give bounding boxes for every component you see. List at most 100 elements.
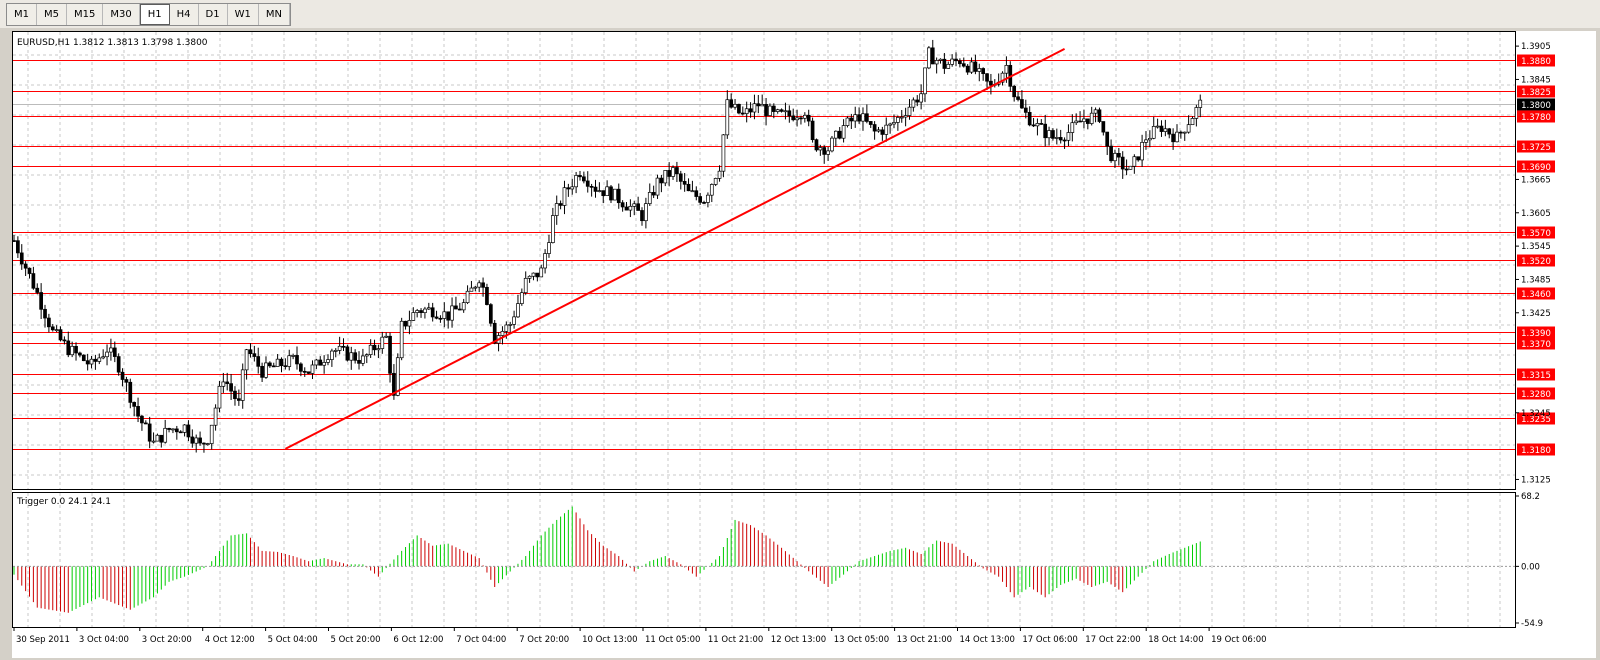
timeframe-mn-button[interactable]: MN xyxy=(259,4,290,25)
candle xyxy=(861,113,865,122)
candle xyxy=(985,73,989,82)
candle xyxy=(236,398,241,401)
candlestick-chart[interactable]: 1.3880 1.3825 1.3780 1.3725 1.3690 1.3570 1.35… xyxy=(12,31,1596,658)
candle xyxy=(159,434,164,443)
candle xyxy=(248,349,253,355)
candle xyxy=(903,115,908,118)
candle xyxy=(105,351,109,358)
timeframe-m15-button[interactable]: M15 xyxy=(67,4,104,25)
candle xyxy=(822,147,827,155)
candle xyxy=(566,187,571,190)
timeframe-w1-button[interactable]: W1 xyxy=(228,4,259,25)
candle xyxy=(202,442,206,445)
price-tick-label: 1.3425 xyxy=(1521,309,1551,319)
candle xyxy=(923,67,927,95)
candle xyxy=(205,443,210,445)
candle xyxy=(690,190,695,193)
candle xyxy=(694,190,699,197)
candle xyxy=(907,106,912,116)
candle xyxy=(911,99,916,108)
timeframe-d1-button[interactable]: D1 xyxy=(199,4,228,25)
candle xyxy=(58,329,63,341)
candle xyxy=(551,215,555,243)
candle xyxy=(361,355,365,364)
candle xyxy=(349,352,354,361)
candle xyxy=(287,355,292,367)
candle xyxy=(659,177,664,184)
price-tick-label: 1.3245 xyxy=(1521,409,1551,419)
timeframe-toolbar: M1 M5 M15 M30 H1 H4 D1 W1 MN xyxy=(0,0,1600,29)
level-label-bg xyxy=(1517,110,1555,123)
price-tick-label: 1.3545 xyxy=(1521,242,1551,252)
candle xyxy=(256,356,261,367)
timeframe-m1-button[interactable]: M1 xyxy=(7,4,37,25)
candle xyxy=(1062,139,1067,142)
candle xyxy=(547,242,551,254)
level-label-bg xyxy=(1517,337,1555,350)
time-tick-label: 18 Oct 14:00 xyxy=(1148,635,1203,645)
candle xyxy=(748,108,753,113)
candle xyxy=(531,272,536,277)
candle xyxy=(508,324,513,326)
candle xyxy=(442,311,447,319)
candle xyxy=(927,47,931,69)
candle xyxy=(1089,112,1094,124)
candle xyxy=(791,115,796,121)
candle xyxy=(330,350,334,360)
timeframe-m30-button[interactable]: M30 xyxy=(103,4,140,25)
candle xyxy=(380,336,385,349)
candle xyxy=(958,60,962,65)
candle xyxy=(473,286,478,289)
candle xyxy=(488,304,493,324)
candle xyxy=(535,272,540,278)
chart-title: EURUSD,H1 1.3812 1.3813 1.3798 1.3800 xyxy=(17,38,208,48)
candle xyxy=(616,188,621,204)
candle xyxy=(896,117,900,123)
candle xyxy=(178,431,183,434)
chart-area[interactable]: 1.3880 1.3825 1.3780 1.3725 1.3690 1.3570 1.35… xyxy=(12,31,1596,658)
timeframe-m5-button[interactable]: M5 xyxy=(37,4,67,25)
candle xyxy=(438,317,443,320)
candle xyxy=(620,202,625,208)
level-label-bg xyxy=(1517,412,1555,425)
level-label: 1.3390 xyxy=(1521,329,1551,339)
candle xyxy=(1175,131,1179,143)
candle xyxy=(930,47,935,65)
candle xyxy=(322,362,326,366)
timeframe-h4-button[interactable]: H4 xyxy=(170,4,199,25)
indicator-tick-label: 0.00 xyxy=(1521,562,1540,572)
candle xyxy=(446,311,451,321)
candle xyxy=(1093,109,1098,114)
level-label: 1.3280 xyxy=(1521,390,1551,400)
candle xyxy=(1004,65,1009,74)
candle xyxy=(209,424,214,444)
candle xyxy=(407,320,412,327)
candle xyxy=(411,312,416,321)
candle xyxy=(1058,137,1063,141)
candle xyxy=(946,63,951,69)
time-tick-label: 7 Oct 20:00 xyxy=(519,635,569,645)
candle xyxy=(628,205,633,211)
candle xyxy=(430,307,435,318)
candle xyxy=(314,359,319,366)
candle xyxy=(675,167,679,175)
price-tick-label: 1.3845 xyxy=(1521,75,1551,85)
timeframe-h1-button[interactable]: H1 xyxy=(139,4,170,25)
candle xyxy=(597,190,602,192)
candle xyxy=(725,99,730,136)
candle xyxy=(845,117,850,126)
candle xyxy=(605,186,609,196)
time-tick-label: 5 Oct 20:00 xyxy=(331,635,381,645)
candle xyxy=(950,58,954,65)
candle xyxy=(1031,124,1036,127)
candle xyxy=(291,355,295,357)
candle xyxy=(477,282,482,288)
candle xyxy=(636,203,640,211)
candle xyxy=(1101,121,1106,133)
candle xyxy=(27,267,32,274)
candle xyxy=(1124,168,1129,171)
price-tick-label: 1.3905 xyxy=(1521,42,1551,52)
time-tick-label: 5 Oct 04:00 xyxy=(268,635,318,645)
candle xyxy=(89,358,94,365)
current-price-bg xyxy=(1517,98,1555,111)
